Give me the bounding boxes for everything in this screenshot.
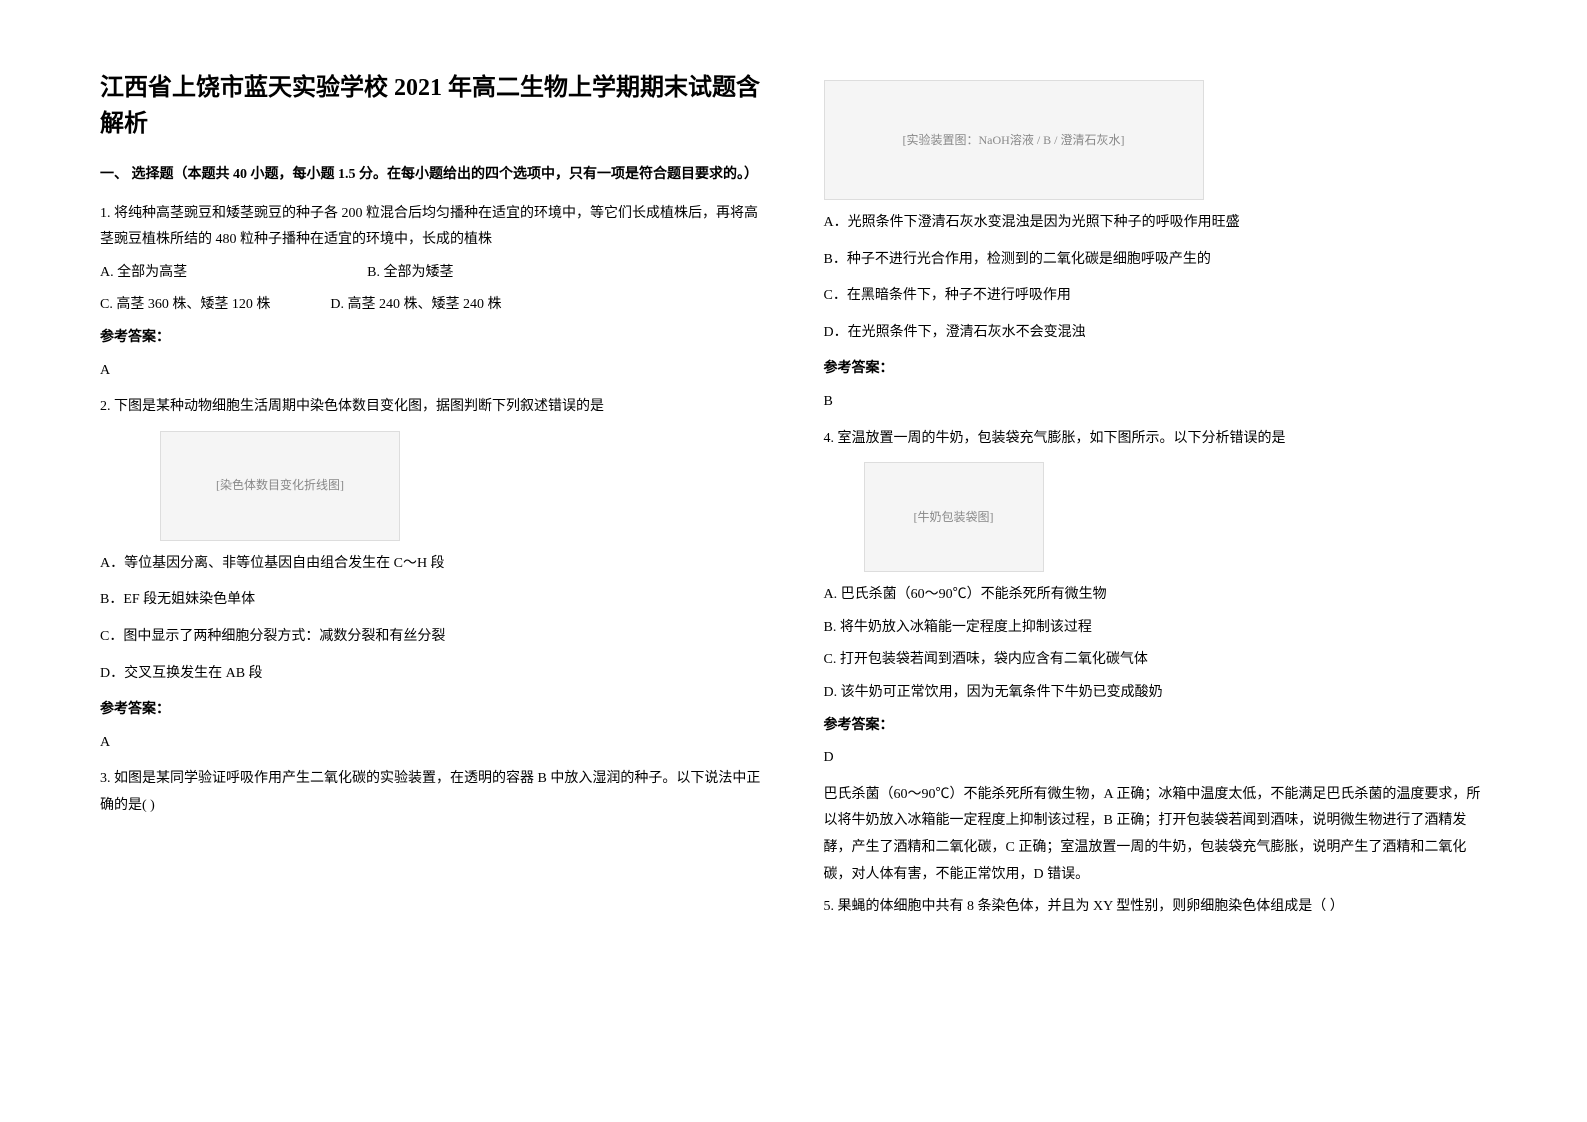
q1-options-row-2: C. 高茎 360 株、矮茎 120 株 D. 高茎 240 株、矮茎 240 … [100, 292, 764, 319]
q1-answer: A [100, 358, 764, 385]
q3-answer-label: 参考答案： [824, 356, 1488, 383]
q1-option-a: A. 全部为高茎 [100, 260, 187, 287]
q2-option-d: D．交叉互换发生在 AB 段 [100, 661, 764, 688]
q1-answer-label: 参考答案： [100, 325, 764, 352]
q1-option-c: C. 高茎 360 株、矮茎 120 株 [100, 292, 270, 319]
q4-answer: D [824, 745, 1488, 772]
q1-option-b: B. 全部为矮茎 [367, 260, 453, 287]
q4-option-d: D. 该牛奶可正常饮用，因为无氧条件下牛奶已变成酸奶 [824, 680, 1488, 707]
left-column: 江西省上饶市蓝天实验学校 2021 年高二生物上学期期末试题含解析 一、 选择题… [100, 70, 764, 1052]
q4-figure: [牛奶包装袋图] [864, 462, 1044, 572]
q3-option-c: C．在黑暗条件下，种子不进行呼吸作用 [824, 283, 1488, 310]
document-title: 江西省上饶市蓝天实验学校 2021 年高二生物上学期期末试题含解析 [100, 70, 764, 142]
q3-stem: 3. 如图是某同学验证呼吸作用产生二氧化碳的实验装置，在透明的容器 B 中放入湿… [100, 766, 764, 819]
q4-option-a: A. 巴氏杀菌（60～90℃）不能杀死所有微生物 [824, 582, 1488, 609]
q1-stem: 1. 将纯种高茎豌豆和矮茎豌豆的种子各 200 粒混合后均匀播种在适宜的环境中，… [100, 201, 764, 254]
q4-stem: 4. 室温放置一周的牛奶，包装袋充气膨胀，如下图所示。以下分析错误的是 [824, 426, 1488, 453]
q3-option-d: D．在光照条件下，澄清石灰水不会变混浊 [824, 320, 1488, 347]
q5-stem: 5. 果蝇的体细胞中共有 8 条染色体，并且为 XY 型性别，则卵细胞染色体组成… [824, 894, 1488, 921]
q2-option-b: B．EF 段无姐妹染色单体 [100, 587, 764, 614]
right-column: [实验装置图：NaOH溶液 / B / 澄清石灰水] A．光照条件下澄清石灰水变… [824, 70, 1488, 1052]
q2-stem: 2. 下图是某种动物细胞生活周期中染色体数目变化图，据图判断下列叙述错误的是 [100, 394, 764, 421]
q4-option-b: B. 将牛奶放入冰箱能一定程度上抑制该过程 [824, 615, 1488, 642]
q3-answer: B [824, 389, 1488, 416]
q3-option-a: A．光照条件下澄清石灰水变混浊是因为光照下种子的呼吸作用旺盛 [824, 210, 1488, 237]
section-1-header: 一、 选择题（本题共 40 小题，每小题 1.5 分。在每小题给出的四个选项中，… [100, 162, 764, 189]
q4-answer-label: 参考答案： [824, 713, 1488, 740]
q2-answer: A [100, 730, 764, 757]
q2-answer-label: 参考答案： [100, 697, 764, 724]
q2-option-a: A．等位基因分离、非等位基因自由组合发生在 C～H 段 [100, 551, 764, 578]
q1-option-d: D. 高茎 240 株、矮茎 240 株 [330, 292, 501, 319]
q2-figure: [染色体数目变化折线图] [160, 431, 400, 541]
q4-option-c: C. 打开包装袋若闻到酒味，袋内应含有二氧化碳气体 [824, 647, 1488, 674]
q3-figure: [实验装置图：NaOH溶液 / B / 澄清石灰水] [824, 80, 1204, 200]
q4-explanation: 巴氏杀菌（60～90℃）不能杀死所有微生物，A 正确；冰箱中温度太低，不能满足巴… [824, 782, 1488, 888]
q1-options-row-1: A. 全部为高茎 B. 全部为矮茎 [100, 260, 764, 287]
q3-option-b: B．种子不进行光合作用，检测到的二氧化碳是细胞呼吸产生的 [824, 247, 1488, 274]
q2-option-c: C．图中显示了两种细胞分裂方式：减数分裂和有丝分裂 [100, 624, 764, 651]
